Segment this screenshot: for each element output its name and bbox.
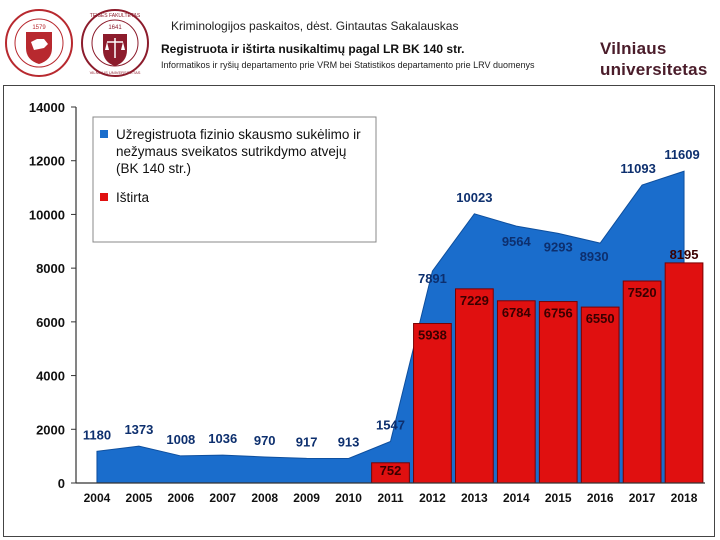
- x-tick-label: 2010: [335, 491, 362, 505]
- investigated-data-label: 7229: [460, 293, 489, 308]
- registered-data-label: 913: [338, 434, 360, 449]
- y-tick-label: 4000: [36, 369, 65, 384]
- y-tick-label: 14000: [29, 100, 65, 115]
- registered-data-label: 1547: [376, 417, 405, 432]
- registered-data-label: 1036: [208, 431, 237, 446]
- registered-data-label: 970: [254, 433, 276, 448]
- legend-box: [92, 116, 377, 243]
- law-faculty-seal-icon: TEISĖS FAKULTETAS 1641 VILNIAUS UNIVERSI…: [81, 9, 149, 77]
- registered-data-label: 10023: [456, 190, 492, 205]
- investigated-data-label: 6784: [502, 305, 532, 320]
- investigated-data-label: 8195: [670, 247, 699, 262]
- registered-data-label: 917: [296, 434, 318, 449]
- investigated-data-label: 6756: [544, 306, 573, 321]
- vilnius-university-seal-icon: 1579: [5, 9, 73, 77]
- x-tick-label: 2005: [126, 491, 153, 505]
- x-tick-label: 2007: [209, 491, 236, 505]
- brand-line-1: Vilniaus: [600, 39, 667, 58]
- investigated-bar: [622, 280, 662, 484]
- x-tick-label: 2012: [419, 491, 446, 505]
- x-tick-label: 2009: [293, 491, 320, 505]
- y-tick-label: 12000: [29, 154, 65, 169]
- vilnius-university-wordmark: Vilniaus universitetas: [600, 38, 707, 80]
- registered-data-label: 9293: [544, 239, 573, 254]
- investigated-bar: [454, 288, 494, 484]
- investigated-bar: [413, 323, 452, 484]
- registered-data-label: 11093: [620, 161, 655, 176]
- logo1-year: 1579: [32, 25, 46, 31]
- legend-label-registered: nežymaus sveikatos sutrikdymo atvejų: [116, 144, 346, 159]
- x-tick-label: 2008: [251, 491, 278, 505]
- legend-label-registered: Užregistruota fizinio skausmo sukėlimo i…: [116, 127, 361, 142]
- x-tick-label: 2004: [84, 491, 111, 505]
- legend-label-investigated: Ištirta: [116, 190, 149, 205]
- logo2-bottom-text: VILNIAUS UNIVERSITETAS: [90, 70, 141, 75]
- investigated-data-label: 7520: [628, 285, 657, 300]
- y-tick-label: 2000: [36, 422, 65, 437]
- registered-data-label: 8930: [580, 249, 609, 264]
- x-tick-label: 2018: [671, 491, 698, 505]
- y-tick-label: 6000: [36, 315, 65, 330]
- x-tick-label: 2015: [545, 491, 572, 505]
- registered-data-label: 1180: [83, 427, 111, 442]
- logo2-year: 1641: [108, 25, 122, 31]
- x-tick-label: 2014: [503, 491, 530, 505]
- slide-title: Registruota ir ištirta nusikaltimų pagal…: [161, 42, 465, 56]
- legend-swatch-investigated: [100, 193, 108, 201]
- x-tick-label: 2016: [587, 491, 614, 505]
- x-tick-label: 2017: [629, 491, 656, 505]
- investigated-bar: [580, 306, 620, 484]
- registered-data-label: 1373: [124, 422, 153, 437]
- logo2-top-text: TEISĖS FAKULTETAS: [90, 12, 141, 19]
- legend: Užregistruota fizinio skausmo sukėlimo i…: [92, 116, 377, 243]
- registered-data-label: 9564: [502, 234, 532, 249]
- legend-label-registered: (BK 140 str.): [116, 161, 191, 176]
- brand-line-2: universitetas: [600, 60, 708, 79]
- y-tick-label: 10000: [29, 207, 65, 222]
- investigated-bar: [664, 262, 704, 484]
- registered-data-label: 7891: [418, 271, 447, 286]
- registered-data-label: 1008: [166, 432, 195, 447]
- investigated-data-label: 6550: [586, 311, 615, 326]
- investigated-bar: [496, 300, 536, 484]
- legend-swatch-registered: [100, 130, 108, 138]
- data-source-caption: Informatikos ir ryšių departamento prie …: [161, 60, 535, 70]
- x-tick-label: 2013: [461, 491, 488, 505]
- course-caption: Kriminologijos paskaitos, dėst. Gintauta…: [171, 19, 459, 33]
- y-tick-label: 8000: [36, 261, 65, 276]
- investigated-bar: [538, 301, 578, 484]
- registered-data-label: 11609: [664, 147, 699, 162]
- investigated-data-label: 5938: [418, 328, 447, 343]
- registered-area: [96, 170, 685, 484]
- y-tick-label: 0: [58, 476, 65, 491]
- investigated-data-label: 752: [380, 463, 402, 478]
- slide-header: 1579 TEISĖS FAKULTETAS 1641 VILNIAUS UNI…: [0, 0, 720, 84]
- x-tick-label: 2006: [167, 491, 194, 505]
- x-tick-label: 2011: [377, 491, 403, 505]
